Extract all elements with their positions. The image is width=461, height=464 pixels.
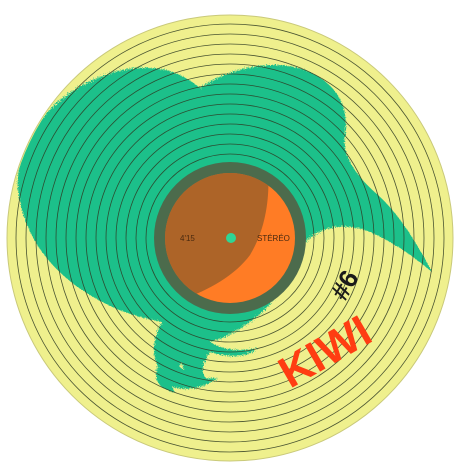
spindle-hole xyxy=(226,233,236,243)
duration-label: 4'15 xyxy=(180,234,195,243)
label-kiwi-overlay xyxy=(165,173,269,300)
grooves xyxy=(15,23,445,453)
format-label: STÉRÉO xyxy=(257,234,290,243)
